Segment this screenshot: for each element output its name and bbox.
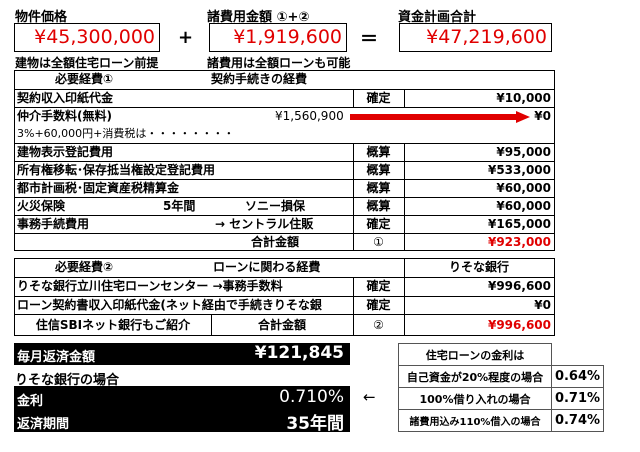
table-row: 諸費用込み110%借入の場合 0.74%: [398, 409, 604, 432]
table-row: 火災保険 5年間 ソニー損保 概算 ¥60,000: [15, 197, 554, 215]
table-row: 事務手続費用 → セントラル住販 確定 ¥165,000: [15, 215, 554, 233]
red-arrow-icon: [350, 111, 530, 123]
brokerage-note: 3%+60,000円+消費税は・・・・・・・・: [17, 127, 235, 140]
brokerage-row: 仲介手数料(無料) ¥1,560,900 ¥0: [15, 107, 554, 125]
note-mid: 諸費用は全額ローンも可能: [207, 56, 351, 70]
bank-note: りそな銀行の場合: [15, 373, 120, 388]
rates-table: 住宅ローンの金利は 自己資金が20%程度の場合 0.64% 100%借り入れの場合…: [398, 343, 604, 432]
rate-term-box: 金利 0.710% 返済期間 35年間: [14, 386, 350, 434]
total-label: 資金計画合計: [398, 10, 477, 25]
header-left: 必要経費①: [55, 72, 114, 86]
plus-sign: +: [178, 27, 194, 48]
expenses-table-1: 必要経費① 契約手続きの経費 契約収入印紙代金 確定 ¥10,000 仲介手数料…: [14, 70, 555, 251]
table-row: 所有権移転･保存抵当権設定登記費用 概算 ¥533,000: [15, 161, 554, 179]
monthly-payment-bar: 毎月返済金額 ¥121,845: [14, 343, 350, 365]
total-value: ¥47,219,600: [399, 23, 552, 52]
total-row: 合計金額 ① ¥923,000: [15, 233, 554, 251]
left-arrow-icon: ←: [363, 388, 376, 406]
expenses-table-2: 必要経費② ローンに関わる経費 りそな銀行 りそな銀行立川住宅ローンセンター →…: [14, 258, 555, 336]
header-mid: 契約手続きの経費: [211, 72, 308, 86]
table-row: 建物表示登記費用 概算 ¥95,000: [15, 143, 554, 161]
total-row: 住信SBIネット銀行もご紹介 合計金額 ② ¥996,600: [15, 314, 554, 336]
table-row: 都市計画税･固定資産税精算金 概算 ¥60,000: [15, 179, 554, 197]
equals-sign: ＝: [360, 29, 378, 50]
expenses-value: ¥1,919,600: [209, 23, 347, 52]
table-row: 自己資金が20%程度の場合 0.64%: [398, 365, 604, 388]
table-row: 契約収入印紙代金 確定 ¥10,000: [15, 89, 554, 107]
expenses-label: 諸費用金額 ①+②: [207, 10, 310, 25]
property-price-label: 物件価格: [15, 10, 68, 25]
table-row: りそな銀行立川住宅ローンセンター →事務手数料 確定 ¥996,600: [15, 277, 554, 296]
table-row: ローン契約書収入印紙代金(ネット経由で手続きりそな銀 確定 ¥0: [15, 296, 554, 314]
property-price-value: ¥45,300,000: [14, 23, 160, 52]
table-row: 100%借り入れの場合 0.71%: [398, 387, 604, 410]
note-left: 建物は全額住宅ローン前提: [15, 56, 159, 70]
